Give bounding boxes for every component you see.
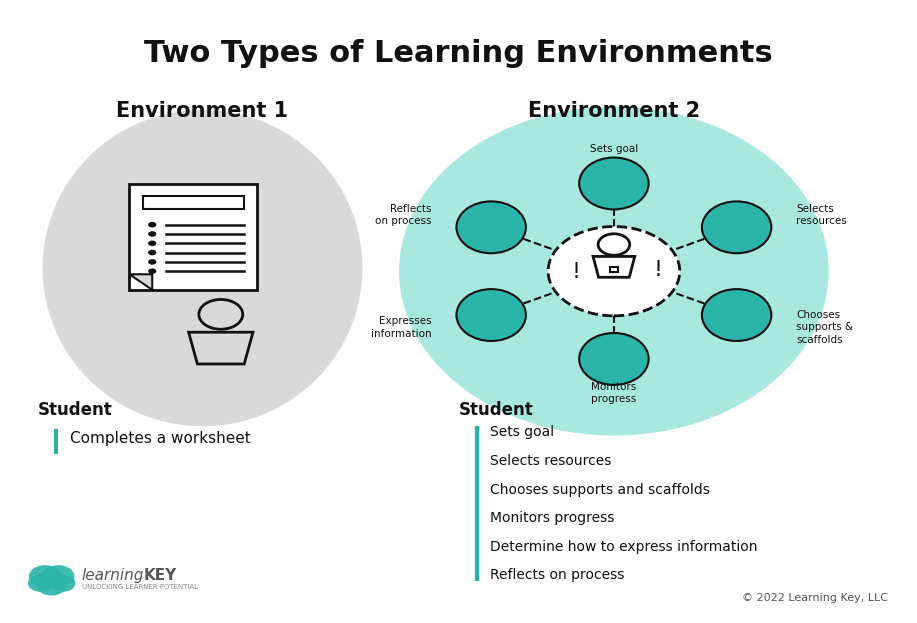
Text: Two Types of Learning Environments: Two Types of Learning Environments [144,39,773,68]
Text: Chooses
supports &
scaffolds: Chooses supports & scaffolds [796,310,853,345]
Ellipse shape [42,110,362,426]
Text: Chooses supports and scaffolds: Chooses supports and scaffolds [491,482,711,497]
Circle shape [149,231,157,237]
Text: Sets goal: Sets goal [590,145,638,155]
Ellipse shape [580,333,648,385]
Text: Monitors progress: Monitors progress [491,511,615,525]
Text: Environment 2: Environment 2 [528,101,700,121]
Ellipse shape [28,565,61,587]
Text: !: ! [653,260,662,280]
Text: Monitors
progress: Monitors progress [591,382,636,404]
Text: Completes a worksheet: Completes a worksheet [70,431,250,446]
Text: UNLOCKING LEARNER POTENTIAL: UNLOCKING LEARNER POTENTIAL [82,584,198,590]
Ellipse shape [41,565,74,587]
Ellipse shape [28,574,53,592]
Text: Environment 1: Environment 1 [116,101,289,121]
Ellipse shape [580,158,648,209]
Circle shape [149,269,157,274]
Ellipse shape [50,574,75,592]
Ellipse shape [457,201,526,253]
Circle shape [149,222,157,227]
Text: KEY: KEY [144,568,177,583]
Circle shape [149,250,157,255]
Text: Selects
resources: Selects resources [796,204,846,226]
Ellipse shape [399,107,829,435]
Ellipse shape [37,576,66,596]
Ellipse shape [702,201,771,253]
Text: Reflects
on process: Reflects on process [375,204,432,226]
Circle shape [149,240,157,246]
Text: Selects resources: Selects resources [491,454,612,468]
Text: © 2022 Learning Key, LLC: © 2022 Learning Key, LLC [742,593,889,603]
Text: Expresses
information: Expresses information [371,316,432,339]
Circle shape [149,259,157,265]
Text: Sets goal: Sets goal [491,426,555,439]
Ellipse shape [457,289,526,341]
Text: Student: Student [38,401,113,419]
Text: ¡: ¡ [566,260,575,280]
Ellipse shape [702,289,771,341]
Circle shape [548,227,679,316]
Polygon shape [129,274,152,290]
Text: Student: Student [458,401,534,419]
Text: Determine how to express information: Determine how to express information [491,540,758,554]
Text: learning: learning [82,568,144,583]
FancyBboxPatch shape [129,184,258,290]
Text: Reflects on process: Reflects on process [491,568,624,582]
